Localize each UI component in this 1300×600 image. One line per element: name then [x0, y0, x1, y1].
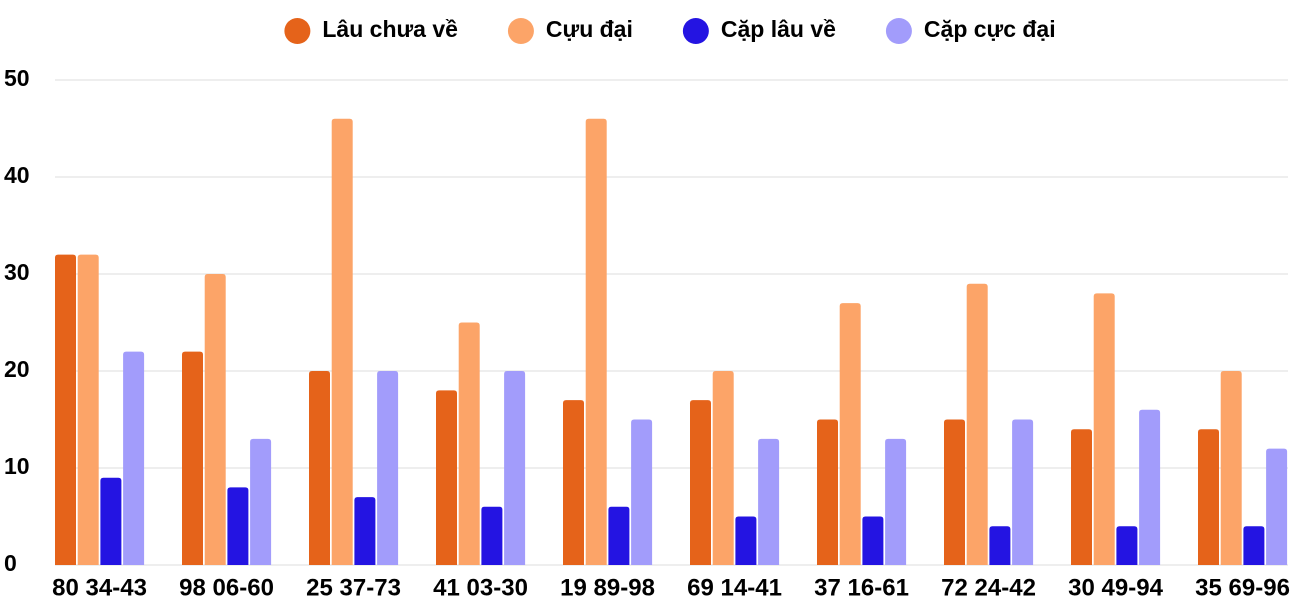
legend-item: Cựu đại — [507, 16, 633, 44]
y-tick-label: 30 — [4, 259, 30, 285]
bar — [1139, 409, 1161, 565]
bar — [563, 400, 584, 565]
y-tick-label: 20 — [4, 356, 30, 382]
bar — [100, 477, 122, 565]
x-tick-label: 35 69-96 — [1195, 574, 1290, 600]
bar — [1093, 293, 1115, 565]
bar — [331, 118, 353, 566]
bar — [1243, 526, 1265, 565]
legend-label: Cặp lâu về — [721, 16, 836, 42]
bar — [862, 516, 884, 565]
x-tick-label: 98 06-60 — [179, 574, 274, 600]
bar — [309, 371, 330, 565]
bar — [712, 371, 734, 565]
bar — [690, 400, 711, 565]
bar — [1116, 526, 1138, 565]
x-tick-label: 41 03-30 — [433, 574, 528, 600]
legend-item: Cặp lâu về — [682, 16, 836, 44]
bar — [608, 506, 630, 565]
bar — [458, 322, 480, 565]
legend-marker — [885, 18, 912, 44]
bar — [250, 438, 272, 565]
legend: Lâu chưa về Cựu đại Cặp lâu về Cặp cực đại — [284, 16, 1056, 44]
bar — [966, 283, 988, 565]
y-tick-label: 40 — [4, 162, 30, 188]
bar — [55, 254, 76, 565]
x-tick-label: 69 14-41 — [687, 574, 782, 600]
bar — [758, 438, 780, 565]
y-tick-label: 0 — [4, 550, 17, 576]
bar — [377, 371, 399, 565]
bar — [631, 419, 653, 565]
bar — [1266, 448, 1288, 565]
legend-marker — [682, 18, 709, 44]
legend-marker — [507, 18, 534, 44]
bar — [839, 303, 861, 565]
x-tick-label: 37 16-61 — [814, 574, 909, 600]
bar — [1012, 419, 1034, 565]
x-tick-label: 80 34-43 — [52, 574, 147, 600]
bar — [885, 438, 907, 565]
bar — [227, 487, 249, 565]
legend-label: Lâu chưa về — [322, 16, 458, 42]
y-tick-label: 10 — [4, 453, 30, 479]
legend-item: Cặp cực đại — [885, 16, 1056, 44]
legend-label: Cựu đại — [546, 16, 633, 42]
bar — [504, 371, 526, 565]
bar — [123, 351, 145, 565]
x-tick-label: 72 24-42 — [941, 574, 1036, 600]
bar — [481, 506, 503, 565]
bar — [182, 351, 203, 565]
x-tick-label: 19 89-98 — [560, 574, 655, 600]
y-tick-label: 50 — [4, 65, 30, 91]
bar — [1220, 371, 1242, 565]
bar — [817, 419, 838, 565]
bar — [735, 516, 757, 565]
bar — [1071, 429, 1092, 565]
bar — [77, 254, 99, 565]
x-tick-label: 25 37-73 — [306, 574, 401, 600]
bar — [204, 274, 226, 565]
legend-item: Lâu chưa về — [284, 16, 458, 44]
x-tick-label: 30 49-94 — [1068, 574, 1163, 600]
bar — [944, 419, 965, 565]
legend-label: Cặp cực đại — [924, 16, 1056, 42]
bar — [1198, 429, 1219, 565]
bar — [585, 118, 607, 566]
bar — [354, 497, 376, 565]
bar — [989, 526, 1011, 565]
bar — [436, 390, 457, 565]
legend-marker — [284, 18, 311, 44]
